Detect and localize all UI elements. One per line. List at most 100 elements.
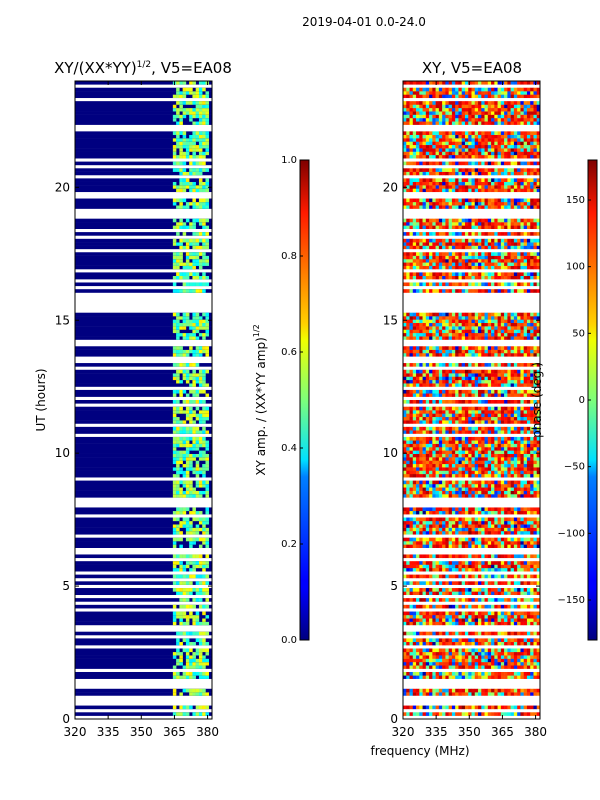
phase-cell: [520, 282, 524, 287]
phase-cell: [455, 651, 459, 656]
phase-cell: [497, 638, 502, 643]
phase-cell: [507, 554, 511, 559]
phase-cell: [429, 460, 433, 465]
phase-cell: [435, 692, 440, 696]
phase-cell: [523, 638, 528, 643]
phase-cell: [517, 329, 521, 334]
phase-cell: [520, 426, 524, 431]
phase-cell: [491, 554, 495, 559]
phase-cell: [536, 470, 541, 475]
phase-cell: [425, 530, 430, 535]
phase-cell: [533, 554, 537, 559]
amp-cell: [198, 87, 203, 92]
phase-cell: [438, 564, 443, 569]
phase-cell: [419, 460, 423, 465]
phase-cell: [461, 369, 466, 374]
phase-cell: [432, 346, 436, 350]
phase-cell: [497, 457, 502, 461]
phase-cell: [461, 383, 466, 387]
amp-cell: [185, 463, 190, 468]
phase-cell: [523, 316, 528, 320]
amp-cell: [192, 426, 196, 431]
phase-cell: [491, 467, 495, 471]
phase-cell: [497, 527, 502, 532]
phase-cell: [533, 641, 537, 646]
phase-cell: [507, 564, 511, 569]
phase-cell: [500, 436, 505, 441]
phase-cell: [448, 574, 453, 579]
phase-cell: [468, 450, 472, 454]
phase-cell: [461, 413, 466, 418]
phase-cell: [448, 420, 453, 424]
amp-cell: [185, 238, 190, 243]
phase-cell: [530, 638, 534, 643]
phase-cell: [507, 316, 511, 320]
amp-cell: [198, 510, 203, 515]
phase-cell: [504, 604, 508, 609]
amp-cell: [198, 144, 203, 149]
amp-cell: [192, 567, 196, 572]
amp-cell: [172, 544, 177, 548]
amp-row-background: [75, 641, 212, 646]
phase-cell: [435, 393, 440, 397]
phase-cell: [474, 537, 479, 542]
phase-cell: [438, 712, 443, 716]
phase-cell: [520, 379, 524, 384]
phase-cell: [536, 524, 541, 528]
phase-cell: [422, 319, 427, 324]
phase-cell: [478, 480, 482, 485]
phase-cell: [403, 440, 407, 444]
phase-cell: [451, 393, 456, 397]
phase-cell: [422, 483, 427, 488]
phase-cell: [517, 473, 521, 478]
phase-cell: [471, 450, 476, 454]
phase-cell: [422, 537, 427, 542]
amp-cell: [176, 379, 180, 384]
amp-cell: [185, 467, 190, 471]
amp-cell: [176, 336, 180, 340]
phase-cell: [448, 655, 453, 659]
phase-cell: [448, 564, 453, 569]
amp-cell: [198, 222, 203, 226]
phase-cell: [464, 336, 469, 340]
phase-cell: [497, 447, 502, 451]
amp-cell: [176, 510, 180, 515]
phase-cell: [494, 507, 498, 512]
phase-cell: [416, 332, 420, 337]
amp-cell: [182, 81, 187, 85]
amp-cell: [192, 319, 196, 324]
phase-cell: [497, 530, 502, 535]
phase-cell: [448, 436, 453, 441]
amp-cell: [176, 671, 180, 676]
amp-cell: [179, 218, 183, 223]
amp-cell: [182, 178, 187, 182]
phase-cell: [403, 651, 407, 656]
amp-cell: [189, 420, 193, 424]
phase-cell: [530, 544, 534, 548]
phase-cell: [536, 363, 541, 367]
amp-row-background: [75, 258, 212, 263]
phase-cell: [536, 692, 541, 696]
amp-cell: [182, 430, 187, 434]
phase-cell: [438, 416, 443, 421]
amp-cell: [185, 436, 190, 441]
phase-cell: [416, 671, 420, 676]
phase-cell: [422, 447, 427, 451]
phase-cell: [451, 541, 456, 545]
phase-cell: [409, 470, 414, 475]
phase-cell: [403, 665, 407, 669]
phase-cell: [403, 641, 407, 646]
phase-cell: [468, 373, 472, 377]
amp-cell: [192, 413, 196, 418]
phase-cell: [403, 450, 407, 454]
phase-cell: [530, 326, 534, 330]
phase-cell: [510, 440, 515, 444]
phase-cell: [497, 275, 502, 280]
phase-cell: [517, 457, 521, 461]
phase-cell: [484, 598, 489, 602]
phase-cell: [442, 517, 446, 522]
phase-cell: [406, 282, 410, 287]
phase-cell: [458, 688, 462, 693]
amp-cell: [205, 457, 209, 461]
amp-cell: [205, 185, 209, 189]
